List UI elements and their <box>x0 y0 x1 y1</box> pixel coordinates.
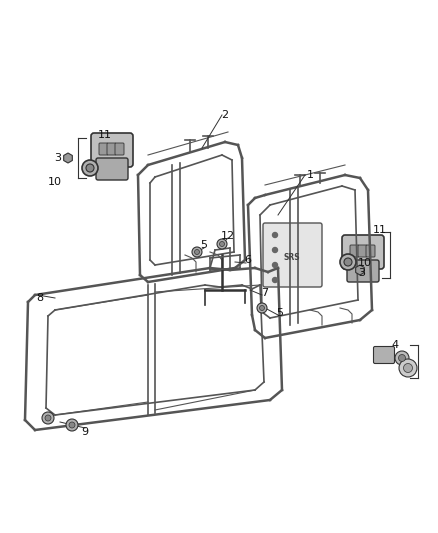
Circle shape <box>272 232 278 238</box>
FancyBboxPatch shape <box>115 143 124 155</box>
Circle shape <box>272 278 278 282</box>
Circle shape <box>399 354 406 361</box>
Circle shape <box>194 249 199 254</box>
Polygon shape <box>356 265 364 275</box>
Circle shape <box>272 247 278 253</box>
Text: 6: 6 <box>244 255 251 265</box>
Circle shape <box>403 364 413 373</box>
Circle shape <box>45 415 51 421</box>
Text: 3: 3 <box>358 268 365 278</box>
Text: 10: 10 <box>48 177 62 187</box>
Text: 4: 4 <box>392 340 399 350</box>
Text: 11: 11 <box>98 130 112 140</box>
Text: 11: 11 <box>373 225 387 235</box>
Circle shape <box>217 239 227 249</box>
FancyBboxPatch shape <box>96 158 128 180</box>
Circle shape <box>344 258 352 266</box>
FancyBboxPatch shape <box>366 245 375 257</box>
Circle shape <box>86 164 94 172</box>
FancyBboxPatch shape <box>342 235 384 269</box>
FancyBboxPatch shape <box>99 143 108 155</box>
Circle shape <box>82 160 98 176</box>
Text: 1: 1 <box>307 170 314 180</box>
FancyBboxPatch shape <box>358 245 367 257</box>
Text: SRS: SRS <box>284 254 300 262</box>
FancyBboxPatch shape <box>263 223 322 287</box>
Text: 5: 5 <box>201 240 208 250</box>
Circle shape <box>340 254 356 270</box>
FancyBboxPatch shape <box>350 245 359 257</box>
Text: 10: 10 <box>358 258 372 268</box>
Circle shape <box>42 412 54 424</box>
Circle shape <box>69 422 75 428</box>
Circle shape <box>257 303 267 313</box>
Text: 3: 3 <box>54 153 61 163</box>
FancyBboxPatch shape <box>107 143 116 155</box>
Polygon shape <box>64 153 72 163</box>
Circle shape <box>259 305 265 311</box>
FancyBboxPatch shape <box>91 133 133 167</box>
Circle shape <box>219 241 225 246</box>
FancyBboxPatch shape <box>347 260 379 282</box>
Text: 7: 7 <box>261 288 268 298</box>
Text: 9: 9 <box>81 427 88 437</box>
Circle shape <box>395 351 409 365</box>
FancyBboxPatch shape <box>374 346 395 364</box>
Circle shape <box>272 262 278 268</box>
Text: 12: 12 <box>221 231 235 241</box>
Circle shape <box>66 419 78 431</box>
Text: 2: 2 <box>222 110 229 120</box>
Circle shape <box>399 359 417 377</box>
Circle shape <box>192 247 202 257</box>
Text: 8: 8 <box>36 293 43 303</box>
Text: 5: 5 <box>276 308 283 318</box>
